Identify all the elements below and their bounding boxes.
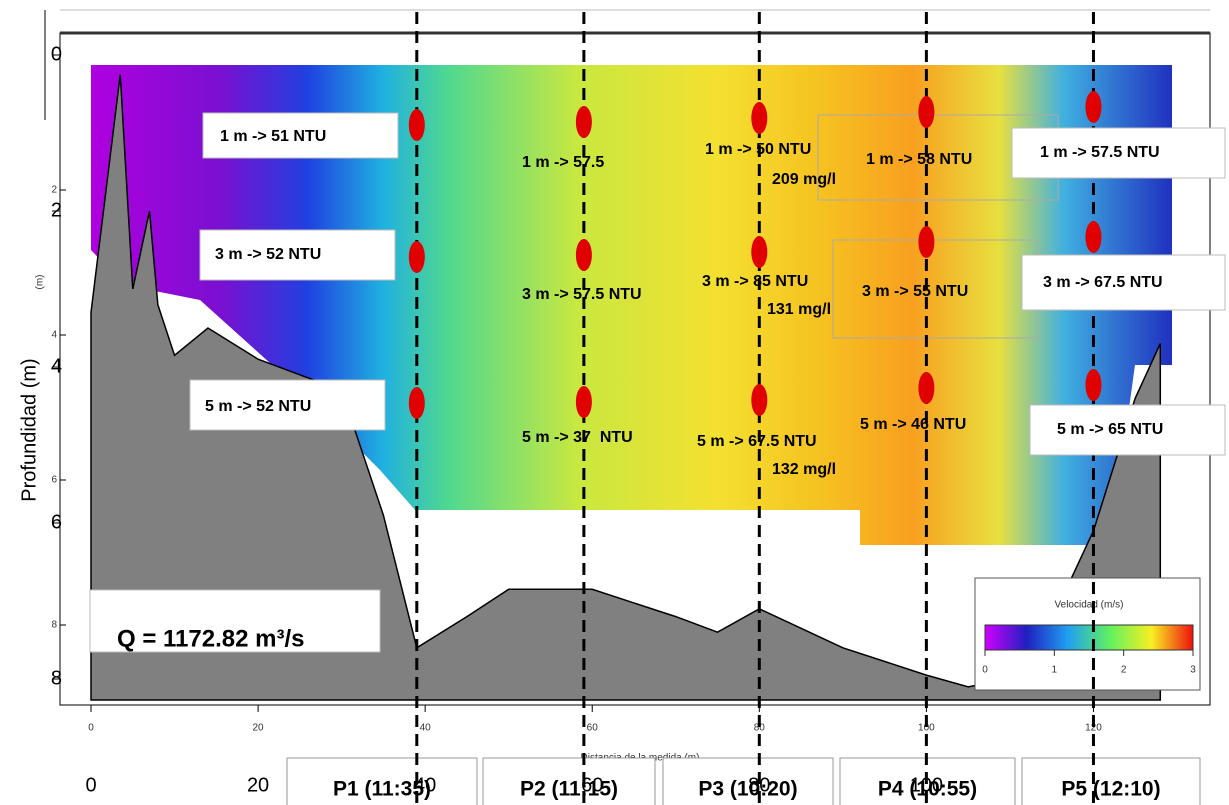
- colorbar: [984, 624, 1194, 651]
- annotation: 132 mg/l: [772, 461, 836, 478]
- profile-label: P5 (12:10): [1061, 778, 1160, 801]
- sample-point: [1085, 91, 1102, 123]
- sample-point: [751, 236, 768, 268]
- inner-x-tick-label: 120: [1085, 723, 1102, 734]
- inner-y-tick-label: 4: [51, 330, 57, 341]
- x-tick-label: 0: [85, 774, 96, 796]
- annotation: 1 m -> 58 NTU: [866, 151, 972, 168]
- q-label: Q = 1172.82 m³/s: [117, 625, 304, 652]
- x-tick-label: 80: [748, 774, 770, 796]
- x-tick-label: 100: [910, 774, 943, 796]
- profile-label: P4 (10:55): [878, 778, 977, 801]
- annotation: 3 m -> 67.5 NTU: [1043, 274, 1163, 291]
- y-tick-label: 8: [51, 667, 62, 689]
- inner-x-tick-label: 0: [88, 723, 94, 734]
- annotation-box: [1029, 404, 1226, 456]
- sample-point: [918, 372, 935, 404]
- annotation: 5 m -> 52 NTU: [205, 398, 311, 415]
- profile-label: P1 (11:35): [333, 778, 431, 801]
- annotation: 1 m -> 50 NTU: [705, 141, 811, 158]
- x-tick-label: 20: [247, 774, 269, 796]
- annotation: 209 mg/l: [772, 171, 836, 188]
- profile-box: [662, 757, 834, 805]
- x-tick-label: 40: [414, 774, 436, 796]
- colorbar-tick-label: 0: [982, 665, 988, 676]
- profile-label: P2 (11:15): [520, 778, 618, 801]
- annotation-box: [202, 112, 399, 159]
- annotation: 1 m -> 51 NTU: [220, 128, 326, 145]
- riverbed: [90, 74, 1162, 701]
- inner-x-tick-label: 60: [587, 723, 599, 734]
- sample-point: [918, 96, 935, 128]
- colorbar-tick-label: 1: [1052, 665, 1058, 676]
- sample-point: [408, 241, 425, 273]
- colorbar-title: Velocidad (m/s): [1055, 600, 1124, 611]
- x-tick-label: 60: [581, 774, 603, 796]
- y-tick-label: 4: [51, 355, 62, 377]
- sample-point: [575, 386, 592, 418]
- inner-x-tick-label: 20: [253, 723, 265, 734]
- colorbar-tick-label: 2: [1121, 665, 1127, 676]
- annotation: 1 m -> 57.5: [522, 154, 604, 171]
- sample-point: [1085, 221, 1102, 253]
- profile-label: P3 (10:20): [698, 778, 797, 801]
- annotation: 3 m -> 57.5 NTU: [522, 286, 642, 303]
- inner-y-tick-label: 6: [51, 475, 57, 486]
- annotation: 1 m -> 57.5 NTU: [1040, 144, 1160, 161]
- annotation: 5 m -> 65 NTU: [1057, 421, 1163, 438]
- sample-point: [408, 109, 425, 141]
- inner-x-tick-label: 80: [754, 723, 766, 734]
- annotation: 3 m -> 52 NTU: [215, 246, 321, 263]
- annotation: 5 m -> 37 NTU: [522, 429, 633, 446]
- q-box: [89, 589, 381, 653]
- profile-box: [286, 757, 478, 805]
- y-tick-label: 6: [51, 511, 62, 533]
- inner-y-tick-label: 2: [51, 185, 57, 196]
- bed-layer: [90, 74, 1162, 701]
- sample-point: [751, 102, 768, 134]
- annotation: 3 m -> 55 NTU: [862, 283, 968, 300]
- inner-x-tick-label: 100: [918, 723, 935, 734]
- y-tick-label: 0: [51, 43, 62, 65]
- annotation: 5 m -> 67.5 NTU: [697, 433, 817, 450]
- annotation-box: [1011, 127, 1226, 179]
- sample-point: [1085, 369, 1102, 401]
- annotation: 131 mg/l: [767, 301, 831, 318]
- inner-y-tick-label: 8: [51, 620, 57, 631]
- inner-y-title: (m): [35, 275, 46, 290]
- annotation-box: [189, 379, 386, 431]
- annotation-box: [199, 229, 396, 281]
- colorbar-tick-label: 3: [1190, 665, 1196, 676]
- profile-box: [1021, 757, 1201, 805]
- profile-box: [482, 757, 656, 805]
- sample-point: [918, 226, 935, 258]
- sample-point: [751, 384, 768, 416]
- sample-point: [575, 239, 592, 271]
- annotation: 5 m -> 46 NTU: [860, 416, 966, 433]
- sample-point: [408, 387, 425, 419]
- annotation: 3 m -> 85 NTU: [702, 273, 808, 290]
- sample-point: [575, 106, 592, 138]
- y-axis-title: Profundidad (m): [18, 358, 40, 501]
- annotation-box: [1021, 254, 1226, 311]
- y-tick-label: 2: [51, 199, 62, 221]
- inner-x-tick-label: 40: [420, 723, 432, 734]
